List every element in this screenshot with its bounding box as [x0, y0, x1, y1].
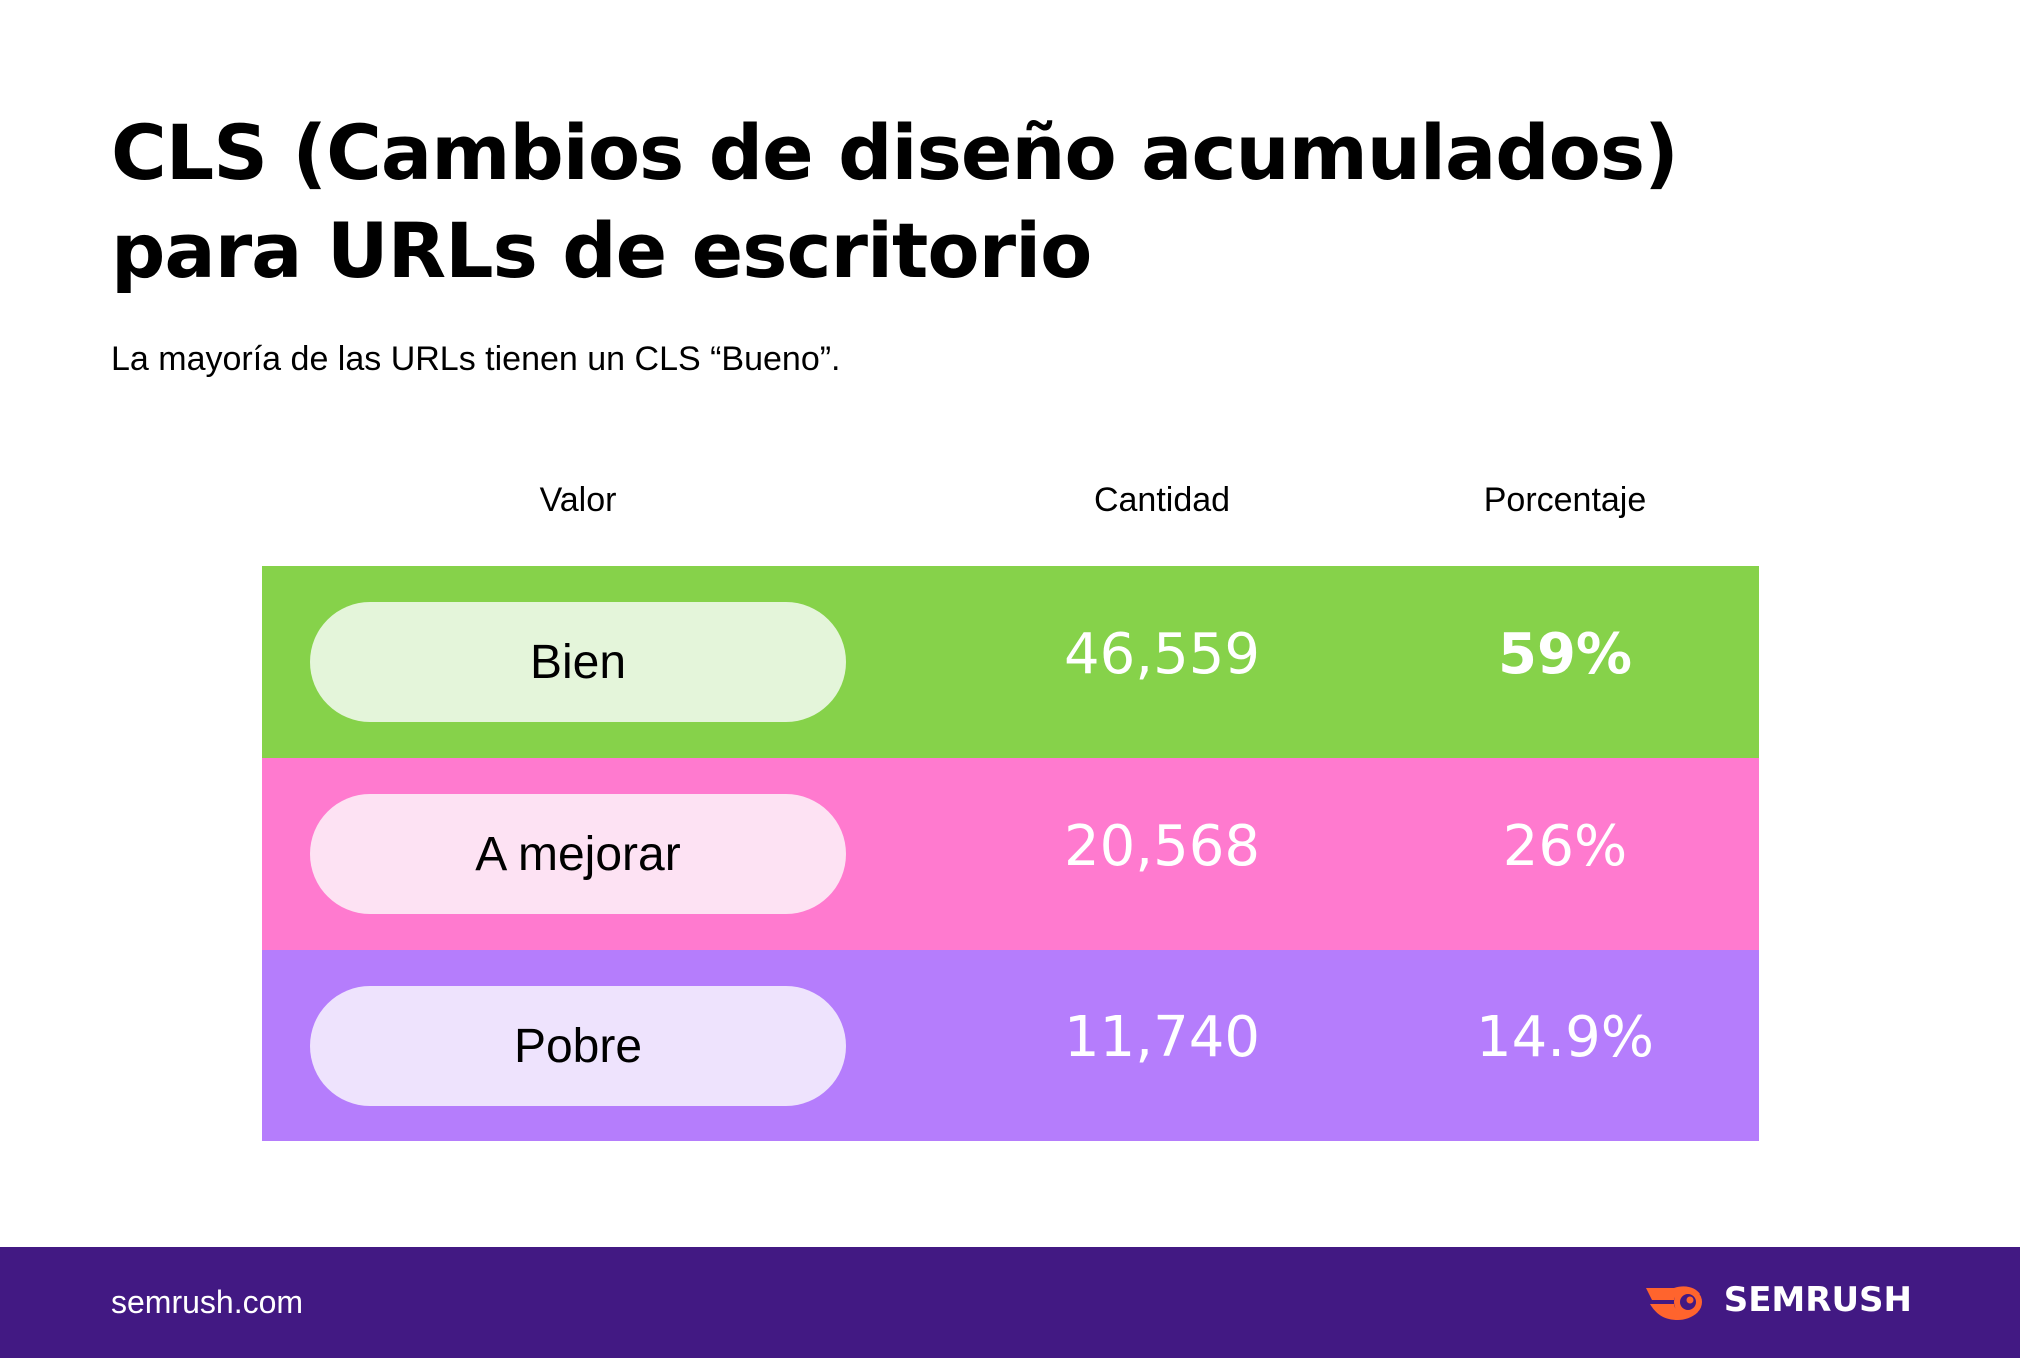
column-header-porcentaje: Porcentaje: [1483, 481, 1647, 519]
data-table: Bien 46,559 59% A mejorar 20,568 26% Pob…: [262, 566, 1759, 1141]
count-cell: 11,740: [1064, 1005, 1260, 1070]
subtitle: La mayoría de las URLs tienen un CLS “Bu…: [111, 340, 841, 378]
title-line-1: CLS (Cambios de diseño acumulados): [111, 108, 1679, 197]
column-header-valor: Valor: [539, 481, 617, 519]
value-pill: A mejorar: [310, 794, 846, 914]
percentage-cell: 26%: [1502, 813, 1628, 879]
brand-logo: SEMRUSH: [1644, 1275, 1912, 1325]
table-row-bien: Bien 46,559 59%: [262, 566, 1759, 758]
table-row-a-mejorar: A mejorar 20,568 26%: [262, 758, 1759, 950]
page-title: CLS (Cambios de diseño acumulados) para …: [111, 104, 1811, 300]
percentage-cell: 59%: [1497, 621, 1633, 687]
percentage-cell: 14.9%: [1476, 1005, 1654, 1070]
title-line-2: para URLs de escritorio: [111, 206, 1092, 295]
value-pill: Pobre: [310, 986, 846, 1106]
value-pill: Bien: [310, 602, 846, 722]
table-row-pobre: Pobre 11,740 14.9%: [262, 950, 1759, 1141]
footer-url: semrush.com: [111, 1284, 304, 1320]
column-header-cantidad: Cantidad: [1093, 481, 1231, 519]
footer-bar: semrush.com SEMRUSH: [0, 1247, 2020, 1358]
semrush-flame-icon: [1645, 1286, 1702, 1320]
count-cell: 46,559: [1064, 621, 1260, 687]
count-cell: 20,568: [1064, 813, 1260, 879]
brand-name: SEMRUSH: [1723, 1280, 1912, 1320]
